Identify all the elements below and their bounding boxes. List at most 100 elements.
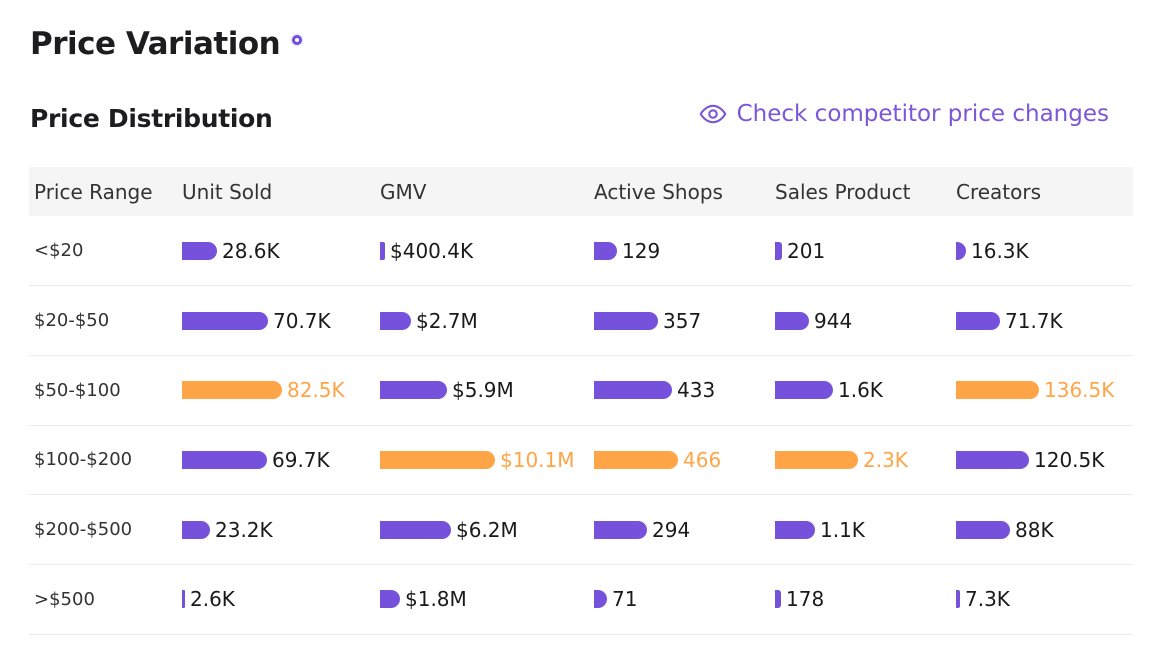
unit-sold-cell: 82.5K (177, 355, 375, 425)
unit-sold-bar (182, 241, 217, 260)
unit-sold-bar (182, 311, 268, 330)
gmv-value: $5.9M (452, 378, 514, 403)
table-row: $20-$50 70.7K $2.7M 357 944 71.7K (29, 286, 1133, 356)
gmv-value: $2.7M (416, 308, 478, 333)
column-header-unit-sold[interactable]: Unit Sold (182, 179, 273, 204)
check-competitor-price-changes-link[interactable]: Check competitor price changes (699, 100, 1109, 128)
creators-bar (956, 311, 1000, 330)
unit-sold-bar (182, 520, 210, 539)
price-range-cell: <$20 (34, 240, 84, 262)
active-shops-value: 294 (652, 517, 691, 542)
unit-sold-cell: 23.2K (177, 495, 375, 565)
sales-product-value: 2.3K (863, 447, 908, 472)
unit-sold-value: 28.6K (222, 238, 280, 263)
sales-product-bar (775, 450, 858, 469)
column-header-price-range[interactable]: Price Range (34, 179, 153, 204)
creators-value: 7.3K (965, 587, 1010, 612)
sales-product-value: 178 (786, 587, 825, 612)
active-shops-cell: 71 (589, 564, 770, 634)
sales-product-bar (775, 381, 833, 400)
gmv-bar (380, 241, 385, 260)
column-header-sales-product[interactable]: Sales Product (775, 179, 911, 204)
creators-value: 71.7K (1005, 308, 1063, 333)
section-title: Price Distribution (30, 104, 273, 133)
page-title: Price Variation (30, 26, 303, 62)
unit-sold-value: 23.2K (215, 517, 273, 542)
sales-product-cell: 201 (770, 216, 951, 286)
creators-bar (956, 381, 1039, 400)
gmv-bar (380, 520, 451, 539)
price-range-cell: $200-$500 (34, 519, 133, 541)
active-shops-cell: 129 (589, 216, 770, 286)
price-range-cell: $50-$100 (34, 379, 121, 401)
table-body: <$20 28.6K $400.4K 129 201 16.3K $20-$50 70.7K $… (29, 216, 1133, 635)
sales-product-cell: 1.1K (770, 495, 951, 565)
creators-value: 88K (1015, 517, 1054, 542)
price-range-cell: $20-$50 (34, 310, 110, 332)
active-shops-value: 466 (683, 447, 722, 472)
table-row: $50-$100 82.5K $5.9M 433 1.6K 136.5K (29, 355, 1133, 426)
creators-cell: 136.5K (951, 355, 1133, 425)
unit-sold-value: 82.5K (287, 378, 345, 403)
creators-cell: 16.3K (951, 216, 1133, 286)
creators-cell: 71.7K (951, 286, 1133, 356)
sales-product-value: 1.6K (838, 378, 883, 403)
active-shops-cell: 466 (589, 425, 770, 495)
active-shops-bar (594, 520, 647, 539)
creators-bar (956, 450, 1029, 469)
sales-product-cell: 178 (770, 564, 951, 634)
gmv-cell: $6.2M (375, 495, 589, 565)
price-distribution-table: Price Range Unit Sold GMV Active Shops S… (29, 167, 1133, 635)
unit-sold-cell: 70.7K (177, 286, 375, 356)
sales-product-value: 1.1K (820, 517, 865, 542)
info-dot-icon[interactable] (292, 35, 303, 45)
price-range-cell: $100-$200 (34, 449, 133, 471)
gmv-value: $10.1M (500, 447, 575, 472)
unit-sold-bar (182, 381, 282, 400)
table-row: <$20 28.6K $400.4K 129 201 16.3K (29, 216, 1133, 286)
gmv-bar (380, 450, 495, 469)
table-row: $200-$500 23.2K $6.2M 294 1.1K 88K (29, 495, 1133, 565)
active-shops-bar (594, 311, 658, 330)
unit-sold-value: 2.6K (190, 587, 235, 612)
page-title-text: Price Variation (30, 26, 281, 62)
sales-product-cell: 944 (770, 286, 951, 356)
active-shops-value: 357 (663, 308, 702, 333)
unit-sold-cell: 2.6K (177, 564, 375, 634)
sales-product-value: 944 (814, 308, 853, 333)
creators-bar (956, 520, 1010, 539)
column-header-gmv[interactable]: GMV (380, 179, 427, 204)
price-range-cell: >$500 (34, 588, 95, 610)
sales-product-cell: 1.6K (770, 355, 951, 425)
sales-product-bar (775, 520, 815, 539)
sales-product-bar (775, 311, 809, 330)
column-header-creators[interactable]: Creators (956, 179, 1042, 204)
sales-product-bar (775, 590, 781, 609)
sales-product-cell: 2.3K (770, 425, 951, 495)
gmv-value: $6.2M (456, 517, 518, 542)
table-row: >$500 2.6K $1.8M 71 178 7.3K (29, 564, 1133, 635)
active-shops-value: 129 (622, 238, 661, 263)
column-header-active-shops[interactable]: Active Shops (594, 179, 723, 204)
table-header-row: Price Range Unit Sold GMV Active Shops S… (29, 167, 1133, 216)
creators-cell: 7.3K (951, 564, 1133, 634)
active-shops-cell: 294 (589, 495, 770, 565)
creators-value: 136.5K (1044, 378, 1115, 403)
active-shops-bar (594, 381, 672, 400)
active-shops-cell: 357 (589, 286, 770, 356)
unit-sold-value: 70.7K (273, 308, 331, 333)
creators-cell: 120.5K (951, 425, 1133, 495)
unit-sold-bar (182, 450, 267, 469)
gmv-cell: $2.7M (375, 286, 589, 356)
creators-bar (956, 241, 966, 260)
active-shops-value: 71 (612, 587, 638, 612)
creators-cell: 88K (951, 495, 1133, 565)
gmv-cell: $10.1M (375, 425, 589, 495)
table-row: $100-$200 69.7K $10.1M 466 2.3K 120.5K (29, 425, 1133, 495)
gmv-value: $400.4K (390, 238, 474, 263)
unit-sold-bar (182, 590, 185, 609)
eye-icon (699, 104, 726, 124)
creators-bar (956, 590, 960, 609)
gmv-bar (380, 311, 411, 330)
sales-product-value: 201 (787, 238, 826, 263)
